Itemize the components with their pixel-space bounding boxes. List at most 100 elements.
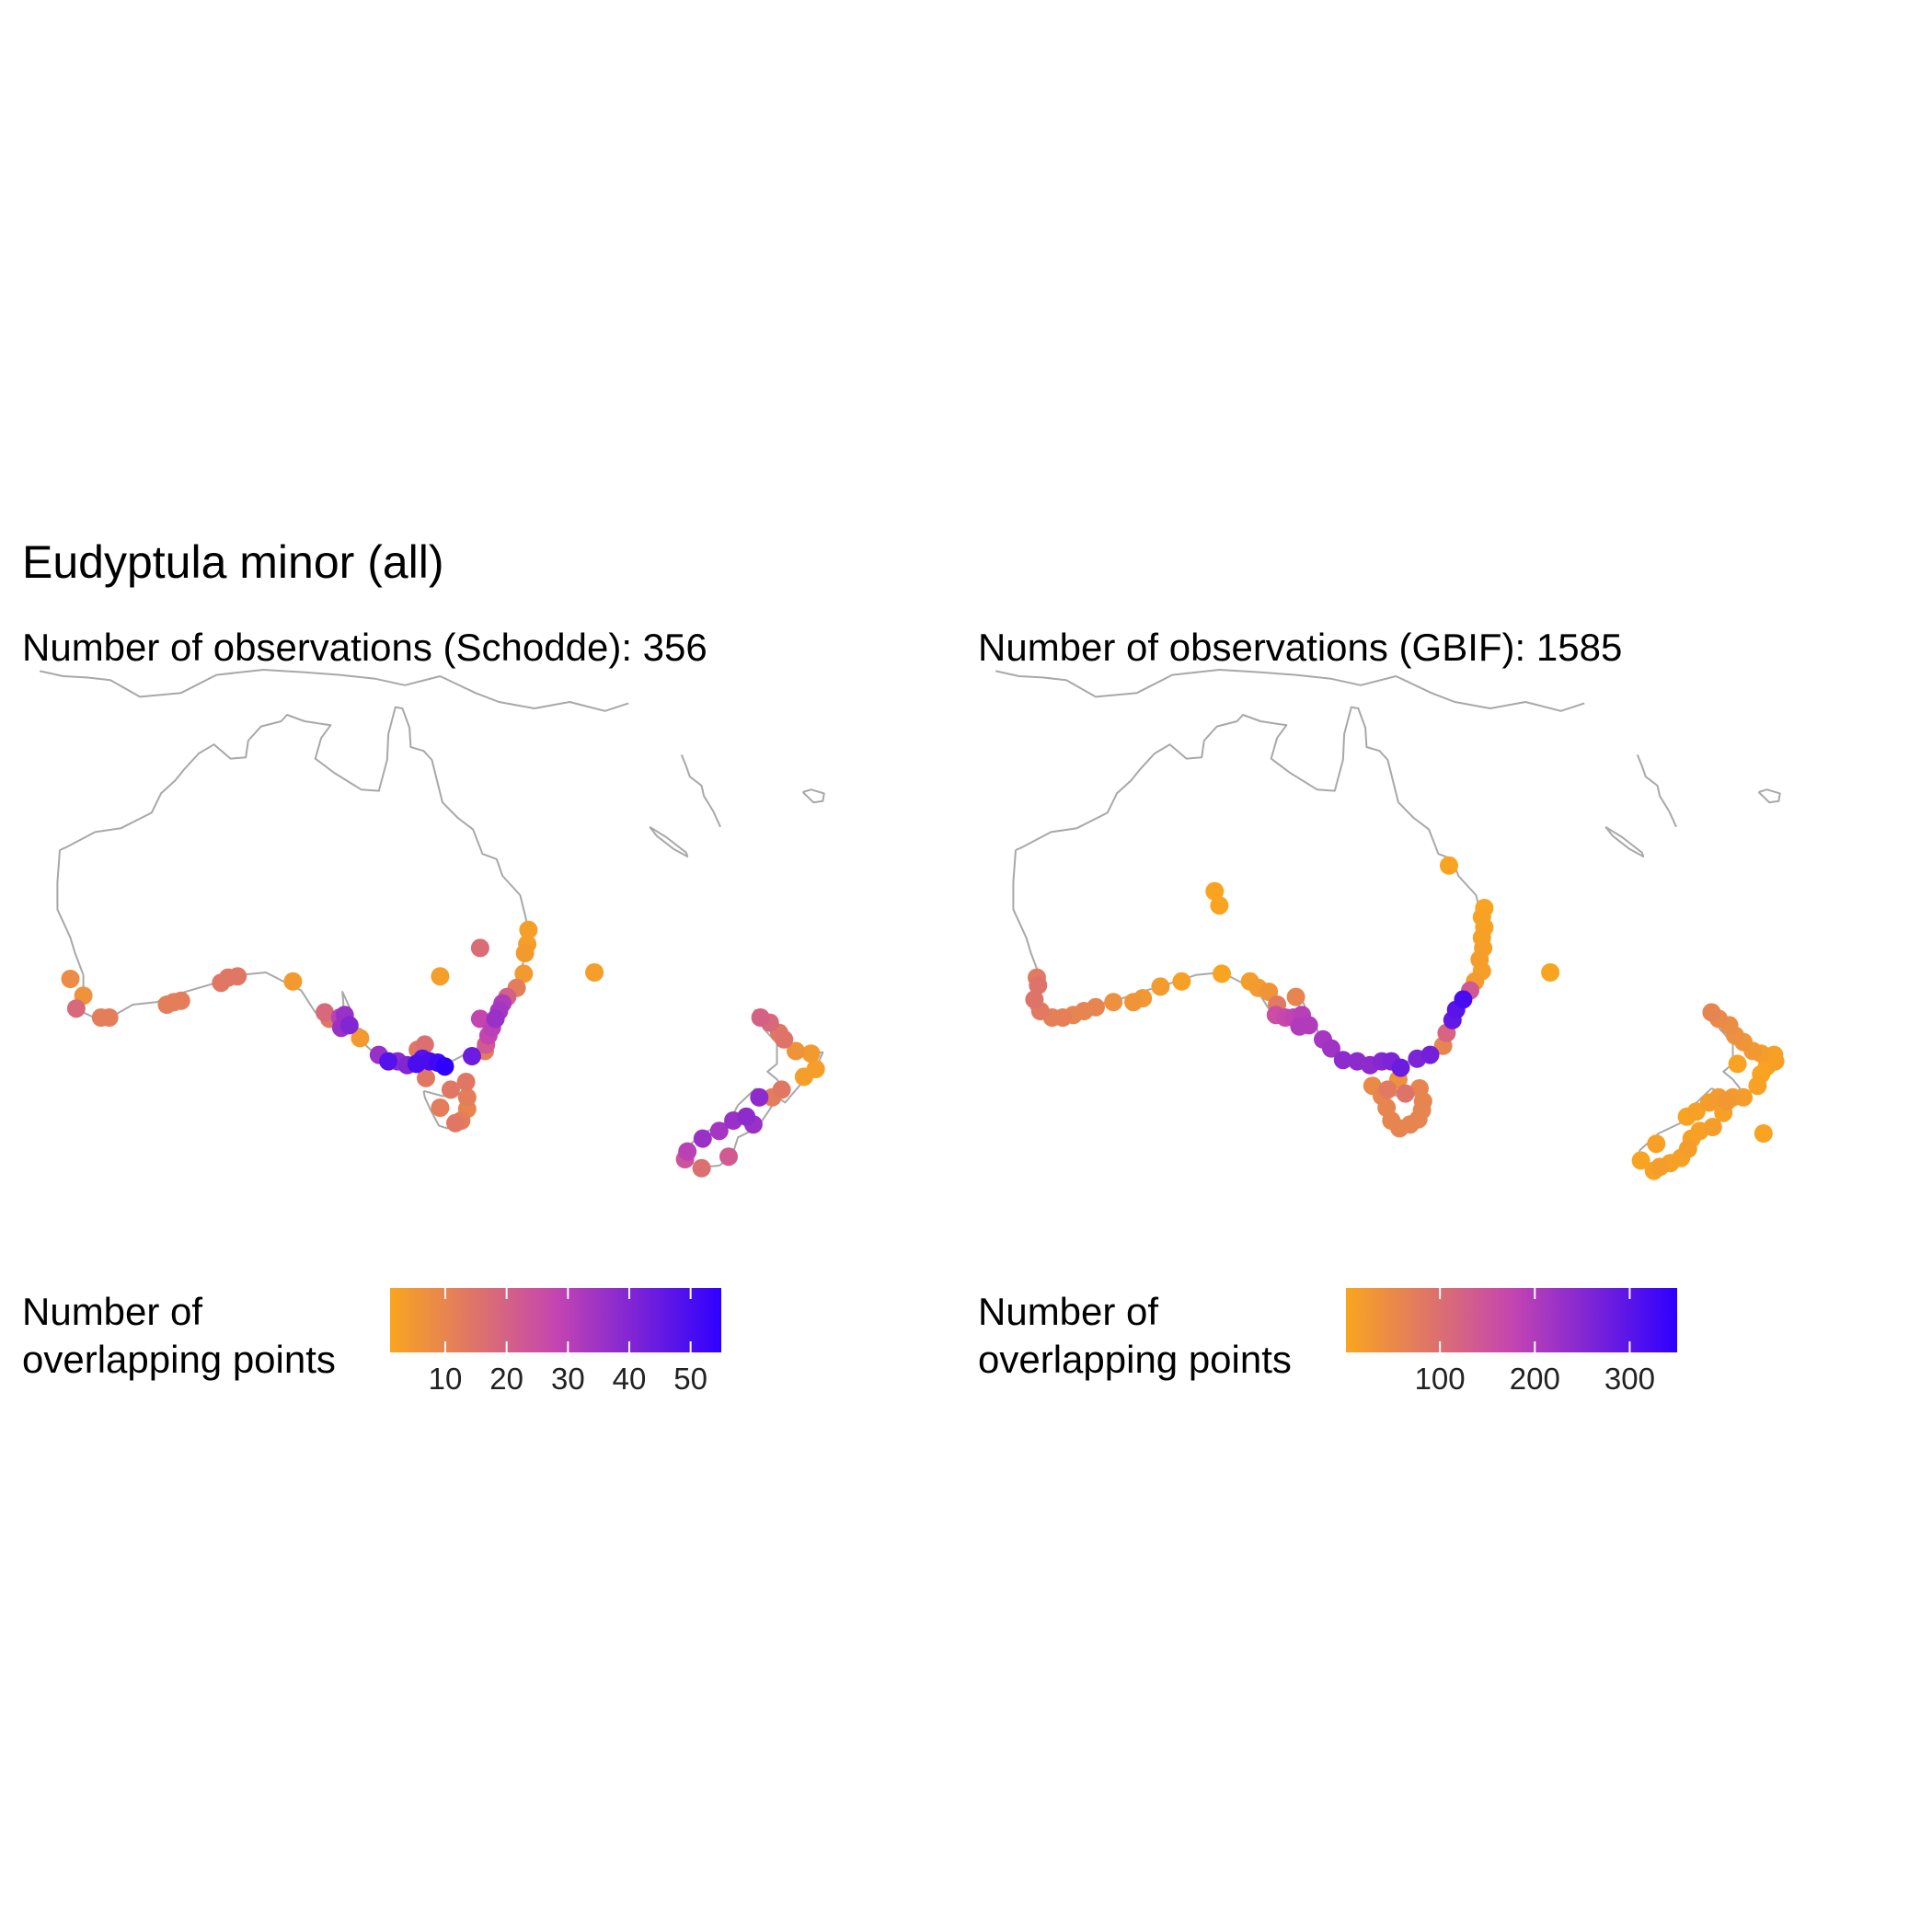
observation-point	[772, 1080, 791, 1099]
coastline-new-caledonia	[1604, 825, 1645, 857]
colorbar-gradient	[390, 1288, 721, 1352]
legend-title-line2: overlapping points	[978, 1338, 1292, 1381]
observation-point	[212, 973, 231, 993]
observation-point	[435, 1057, 454, 1076]
observation-point	[751, 1008, 770, 1027]
observation-point	[1470, 950, 1489, 969]
figure-title: Eudyptula minor (all)	[22, 536, 444, 588]
observation-point	[514, 964, 534, 983]
colorbar-tick-label: 20	[489, 1362, 523, 1396]
panel-subtitle: Number of observations (Schodde): 356	[22, 626, 707, 669]
observation-point	[1647, 1134, 1666, 1154]
observation-point	[709, 1121, 729, 1141]
observation-point	[1348, 1052, 1367, 1071]
observation-point	[1748, 1076, 1767, 1096]
observation-point	[1172, 972, 1191, 991]
observation-point	[1396, 1084, 1415, 1103]
observation-point	[91, 1008, 110, 1027]
observation-point	[486, 1009, 505, 1029]
observation-point	[1025, 990, 1044, 1009]
observation-point	[693, 1129, 712, 1148]
observation-point	[407, 1054, 426, 1074]
observation-point	[456, 1073, 476, 1091]
legend-colorbar: 10 20 30 40 50	[390, 1288, 721, 1396]
observation-point	[1440, 856, 1458, 875]
observation-point	[66, 999, 86, 1018]
observation-point	[1322, 1039, 1340, 1058]
observation-point	[1702, 1003, 1721, 1022]
coastline-layer	[39, 669, 825, 1168]
coastline-new-guinea	[995, 669, 1585, 712]
observation-point	[157, 995, 177, 1014]
observation-point	[463, 1047, 481, 1065]
observation-point	[1631, 1151, 1650, 1170]
observation-point	[1718, 1092, 1737, 1110]
observation-point	[1286, 987, 1305, 1006]
coastline-vanuatu	[1636, 754, 1677, 828]
panel-gbif: Number of observations (GBIF): 1585 Numb…	[978, 626, 1898, 1396]
observation-point	[750, 1087, 769, 1107]
observation-point	[1728, 1054, 1747, 1074]
colorbar-tick-label: 30	[551, 1362, 585, 1396]
coastline-new-caledonia	[649, 825, 689, 857]
colorbar-gradient	[1346, 1288, 1677, 1352]
observation-point	[1290, 1017, 1309, 1036]
colorbar-tick-label: 10	[429, 1362, 463, 1396]
observation-point	[585, 963, 604, 982]
observation-point	[787, 1041, 805, 1061]
map	[995, 669, 1785, 1180]
observation-point	[1029, 976, 1048, 995]
colorbar-tick-label: 200	[1510, 1362, 1560, 1396]
observation-point	[283, 972, 303, 991]
colorbar-tick-label: 50	[673, 1362, 707, 1396]
observation-point	[692, 1158, 711, 1178]
color-legend: Number of overlapping points 10 20 30 40 50	[22, 1288, 942, 1396]
observation-point	[1378, 1080, 1397, 1099]
observation-point	[61, 970, 80, 988]
observation-point	[1686, 1102, 1706, 1121]
observation-point	[1333, 1051, 1352, 1070]
observation-point	[801, 1044, 821, 1064]
observation-point	[1754, 1124, 1773, 1143]
observation-point	[678, 1142, 697, 1161]
observation-point	[446, 1113, 465, 1133]
observation-point	[431, 1098, 450, 1117]
observation-point	[1124, 993, 1143, 1012]
legend-title-line1: Number of	[22, 1290, 203, 1333]
observation-point	[1213, 964, 1231, 983]
observation-point	[415, 1035, 434, 1054]
observation-point	[1650, 1157, 1670, 1177]
coastline-fiji	[801, 788, 825, 804]
coastline-vanuatu	[680, 754, 721, 828]
observation-point	[1765, 1052, 1785, 1071]
coastline-australia	[56, 706, 531, 1066]
observation-point	[1541, 963, 1560, 982]
observation-point	[1420, 1045, 1440, 1064]
colorbar-tick-label: 100	[1415, 1362, 1466, 1396]
coastline-new-guinea	[39, 669, 629, 712]
observation-point	[441, 1080, 460, 1099]
observation-point	[519, 920, 538, 939]
observation-point	[379, 1052, 398, 1071]
observation-point	[1454, 990, 1473, 1009]
panel-schodde: Number of observations (Schodde): 356 Nu…	[22, 626, 942, 1396]
observation-point	[1678, 1139, 1697, 1158]
colorbar-tick-label: 300	[1604, 1362, 1655, 1396]
observation-point	[1205, 881, 1225, 901]
observation-point	[457, 1087, 477, 1107]
panel-subtitle: Number of observations (GBIF): 1585	[978, 626, 1623, 669]
observation-point	[775, 1029, 794, 1049]
coastline-fiji	[1757, 788, 1781, 804]
observation-point	[417, 1068, 435, 1087]
observation-points-layer	[1025, 856, 1785, 1180]
observation-point	[316, 1003, 334, 1022]
observation-point	[431, 967, 450, 986]
legend-title: Number of overlapping points	[978, 1288, 1292, 1384]
observation-point	[470, 938, 489, 958]
observation-point	[794, 1067, 813, 1087]
observation-point	[737, 1107, 756, 1126]
observation-point	[719, 1147, 738, 1167]
legend-title: Number of overlapping points	[22, 1288, 336, 1384]
colorbar-tick-label: 40	[613, 1362, 647, 1396]
observation-points-layer	[61, 920, 825, 1178]
